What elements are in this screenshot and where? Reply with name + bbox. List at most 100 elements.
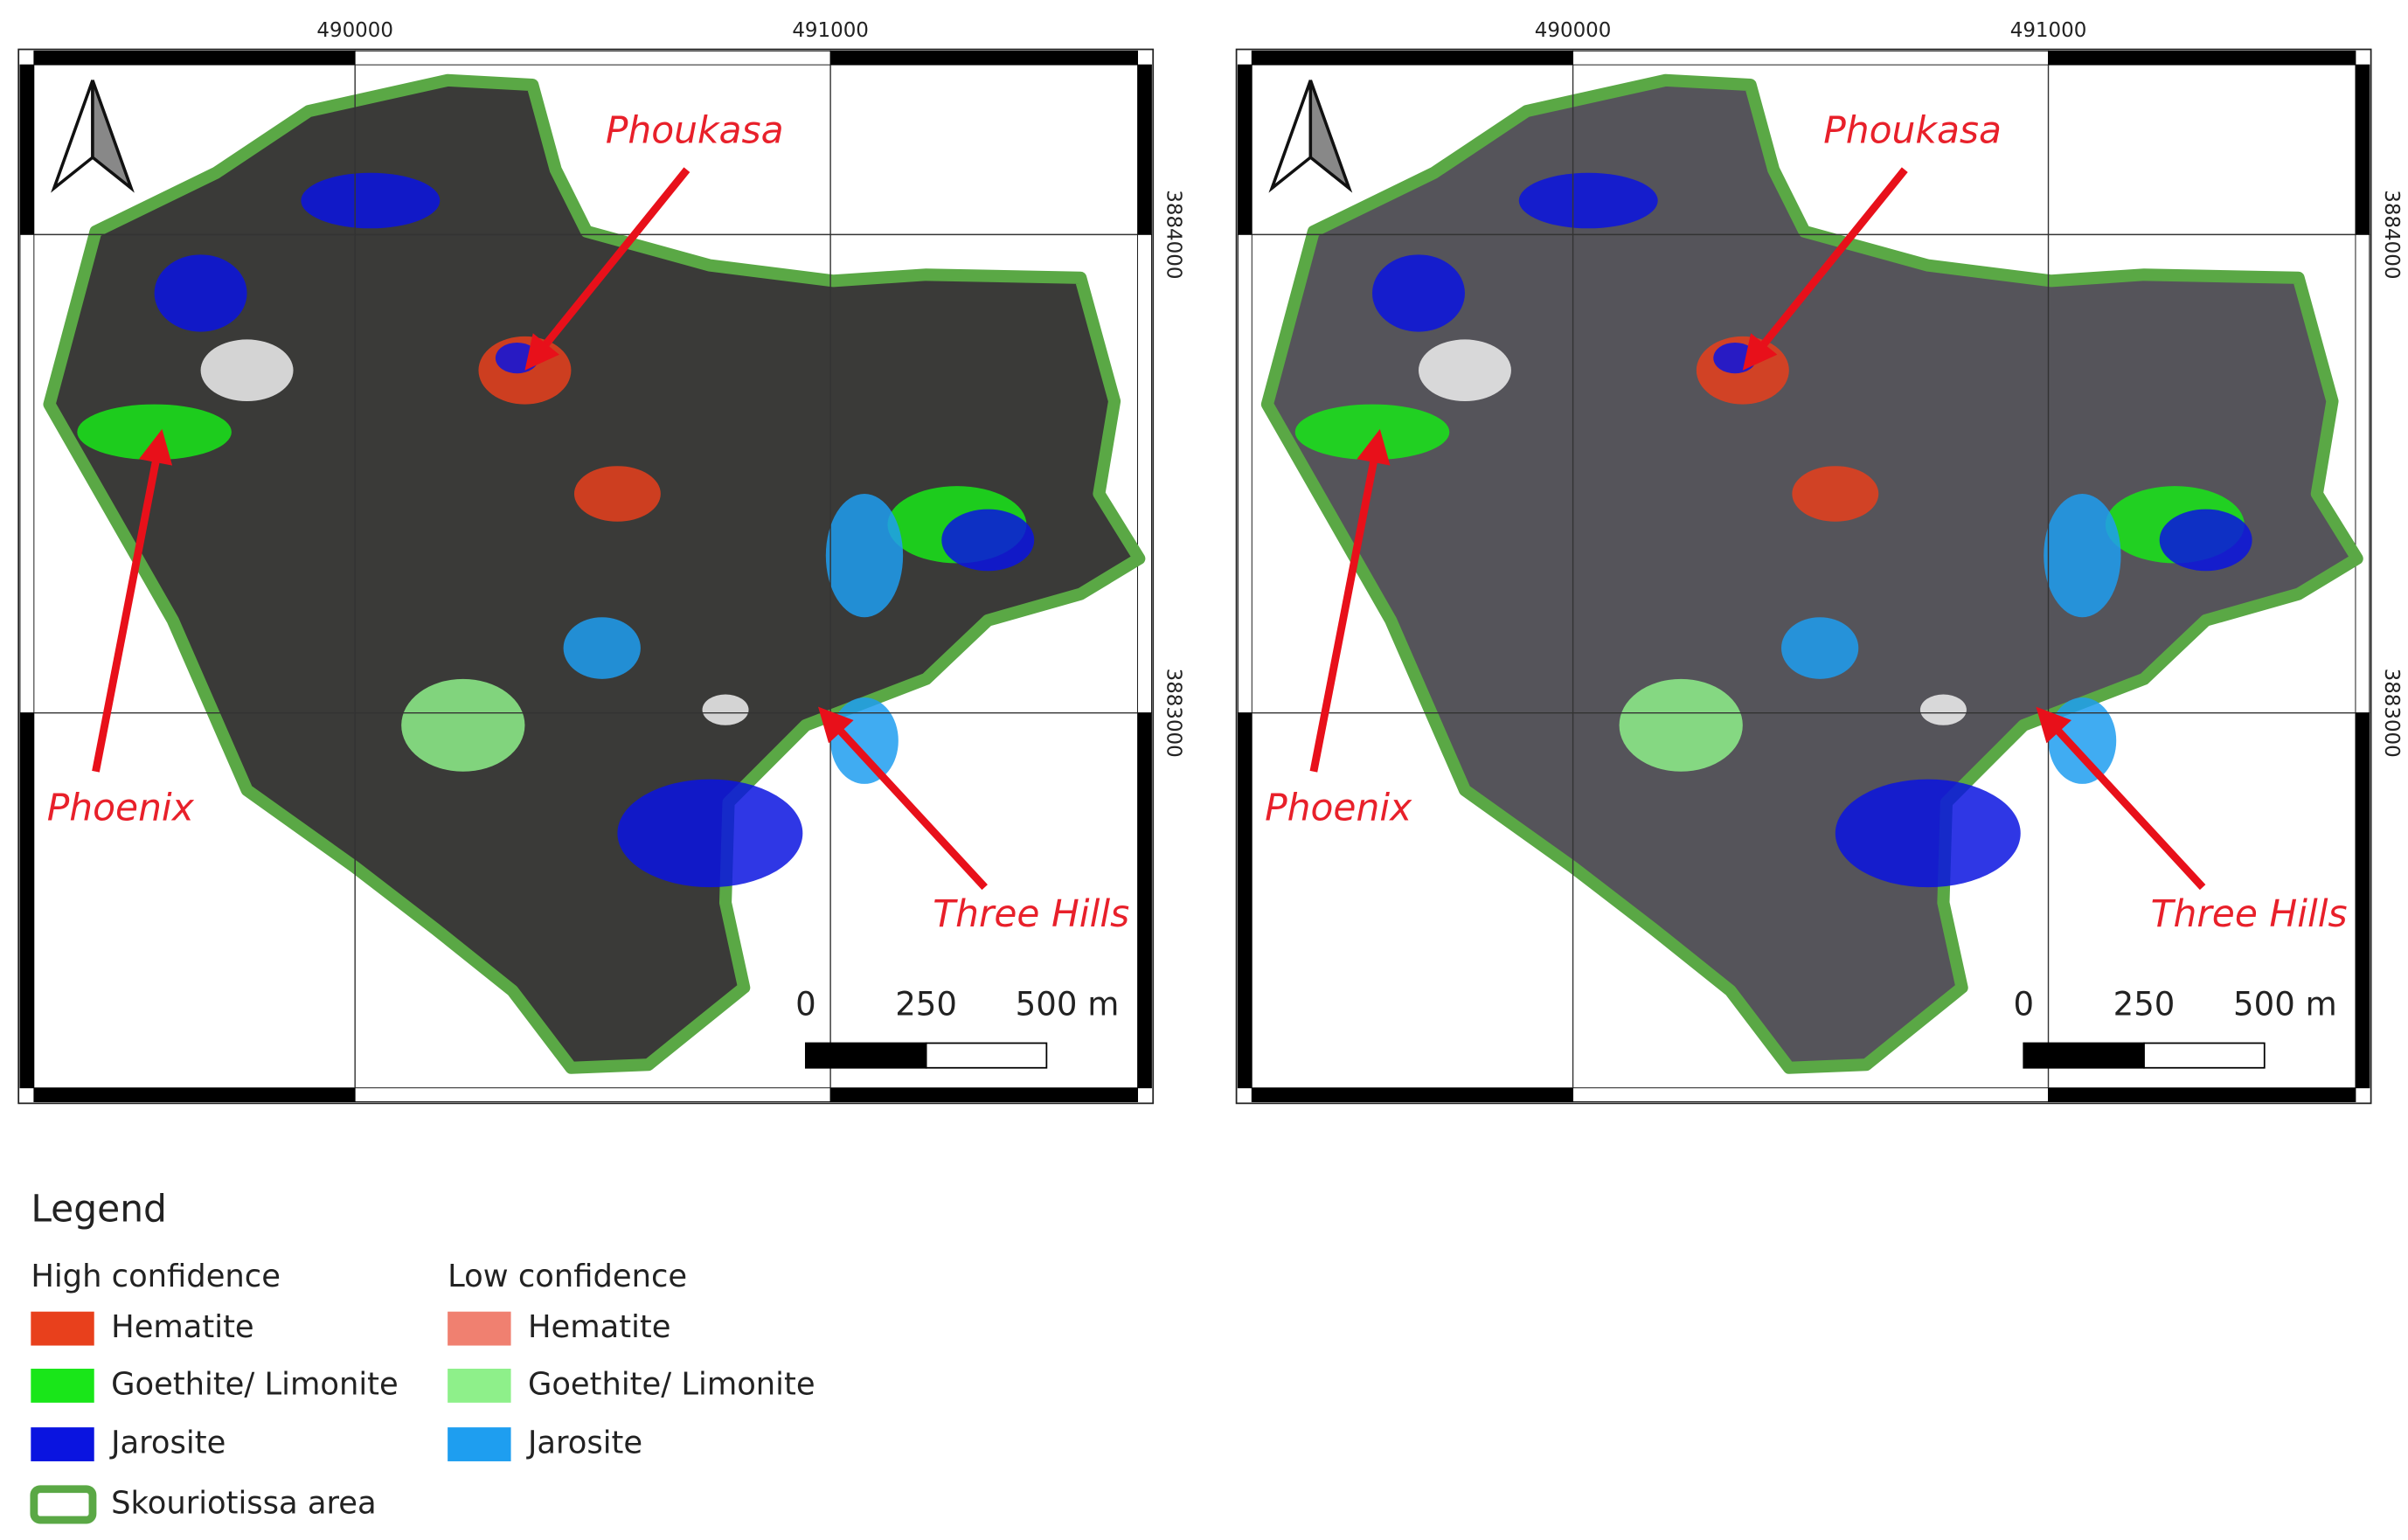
mineral-patch (702, 694, 749, 725)
mineral-patch (200, 339, 294, 402)
mineral-patch (1518, 172, 1658, 229)
frame-strip (33, 50, 356, 66)
place-label: Phoukasa (606, 108, 784, 151)
mineral-patch (1619, 678, 1743, 772)
frame-strip (19, 233, 35, 714)
scale-bar-white (2143, 1042, 2266, 1069)
mineral-patch (573, 466, 661, 522)
frame-strip (1572, 1087, 2049, 1103)
scale-label: 0 (2013, 986, 2034, 1023)
frame-strip (1237, 233, 1253, 714)
y-coord-label: 3884000 (2380, 190, 2403, 279)
frame-strip (19, 712, 35, 1089)
mineral-patch (825, 493, 904, 618)
legend-swatch (448, 1427, 511, 1461)
frame-strip (2355, 233, 2370, 714)
scale-label: 500 m (2233, 986, 2337, 1023)
mineral-patch (1418, 339, 1511, 402)
frame-strip (2355, 64, 2370, 235)
scale-label: 0 (795, 986, 816, 1023)
x-coord-label: 490000 (316, 19, 393, 42)
frame-strip (1237, 64, 1253, 235)
frame-strip (1237, 712, 1253, 1089)
legend-label: Hematite (111, 1309, 254, 1345)
mineral-patch (1835, 779, 2021, 888)
frame-strip (1251, 50, 1574, 66)
arrow-head (1357, 428, 1391, 466)
legend-label: Skouriotissa area (111, 1485, 376, 1521)
mineral-patch (1780, 617, 1859, 679)
frame-strip (33, 1087, 356, 1103)
frame-strip (354, 1087, 831, 1103)
y-coord-label: 3883000 (1162, 669, 1185, 758)
arrow-head (524, 333, 559, 371)
arrow-head (2036, 706, 2072, 744)
map-panel: 490000 491000 3884000 3883000 Phoukasa Phoeni… (17, 19, 1185, 1105)
mineral-patch (2048, 697, 2117, 784)
place-label: Phoenix (47, 786, 195, 829)
legend-label: Hematite (528, 1309, 671, 1345)
pointer-arrow (537, 167, 690, 355)
scale-label: 500 m (1016, 986, 1120, 1023)
frame-strip (829, 50, 1139, 66)
place-label: Phoenix (1265, 786, 1412, 829)
place-label: Three Hills (933, 892, 1129, 935)
mineral-patch (2044, 493, 2121, 618)
mineral-patch (563, 617, 641, 679)
mineral-patch (401, 678, 525, 772)
frame-strip (2048, 1087, 2356, 1103)
legend-label: Jarosite (109, 1426, 226, 1461)
arrow-head (138, 428, 173, 466)
mineral-patch (1371, 254, 1465, 332)
arrow-head (817, 706, 854, 744)
frame-strip (1137, 64, 1152, 235)
legend-label: Goethite/ Limonite (528, 1366, 815, 1402)
frame-strip (19, 64, 35, 235)
legend-swatch (31, 1427, 94, 1461)
legend-boundary-swatch (30, 1485, 97, 1524)
mineral-patch (941, 509, 1035, 572)
y-coord-label: 3884000 (1162, 190, 1185, 279)
scale-label: 250 (895, 986, 957, 1023)
frame-strip (2355, 712, 2370, 1089)
pointer-arrow (1754, 167, 1908, 355)
frame-strip (1137, 712, 1152, 1089)
frame-strip (1572, 50, 2049, 66)
legend-group-title: Low confidence (448, 1259, 687, 1294)
mineral-patch (301, 172, 441, 229)
frame-strip (2048, 50, 2356, 66)
legend-swatch (31, 1369, 94, 1403)
y-coord-label: 3883000 (2380, 669, 2403, 758)
pointer-arrow (92, 451, 162, 773)
mineral-patch (77, 404, 232, 461)
mineral-patch (1919, 694, 1967, 725)
arrow-head (1742, 333, 1778, 371)
mineral-patch (1294, 404, 1450, 461)
place-label: Three Hills (2151, 892, 2348, 935)
scale-bar-white (925, 1042, 1048, 1069)
frame-strip (829, 1087, 1139, 1103)
north-arrow-right (1308, 80, 1353, 193)
legend-label: Jarosite (526, 1426, 642, 1461)
x-coord-label: 490000 (1535, 19, 1612, 42)
scale-bar-black (2023, 1042, 2145, 1069)
legend-group-title: High confidence (31, 1259, 281, 1294)
place-label: Phoukasa (1823, 108, 2002, 151)
x-coord-label: 491000 (2010, 19, 2087, 42)
frame-strip (354, 50, 831, 66)
map-panel: 490000 491000 3884000 3883000 Phoukasa Phoeni… (1235, 19, 2403, 1105)
legend-swatch (31, 1311, 94, 1346)
frame-strip (1251, 1087, 1574, 1103)
pointer-arrow (2049, 721, 2206, 891)
mineral-patch (1792, 466, 1879, 522)
scale-label: 250 (2113, 986, 2176, 1023)
pointer-arrow (1309, 451, 1379, 773)
mineral-patch (154, 254, 247, 332)
mineral-patch (2159, 509, 2252, 572)
legend-title: Legend (31, 1187, 167, 1230)
scale-bar-black (804, 1042, 927, 1069)
legend-label: Goethite/ Limonite (111, 1366, 399, 1402)
mineral-patch (830, 697, 899, 784)
pointer-arrow (831, 721, 988, 891)
